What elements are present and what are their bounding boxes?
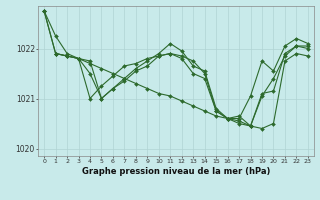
X-axis label: Graphe pression niveau de la mer (hPa): Graphe pression niveau de la mer (hPa) [82,167,270,176]
